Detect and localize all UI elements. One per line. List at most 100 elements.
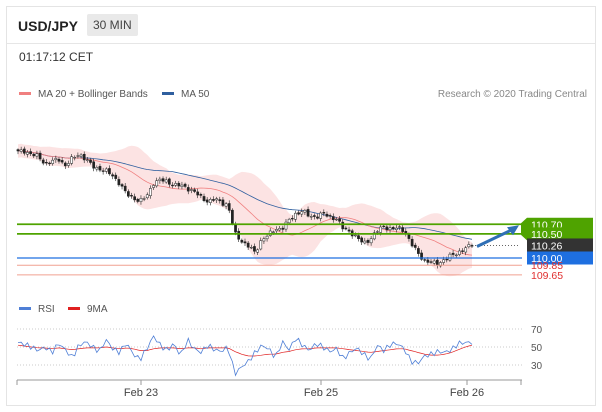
candle bbox=[240, 238, 244, 244]
candle bbox=[180, 181, 184, 190]
candle-body bbox=[73, 156, 77, 159]
candle bbox=[155, 177, 159, 188]
candle bbox=[57, 157, 61, 164]
candle bbox=[360, 236, 364, 245]
candle bbox=[325, 211, 329, 218]
candle-body bbox=[221, 199, 225, 206]
candle bbox=[183, 182, 187, 189]
candle-body bbox=[335, 218, 338, 221]
candle bbox=[385, 224, 389, 233]
candle bbox=[388, 224, 392, 233]
candle-body bbox=[417, 248, 420, 254]
candle bbox=[190, 186, 193, 194]
candle bbox=[309, 213, 313, 221]
legend-swatch-9ma bbox=[68, 307, 80, 310]
candle-body bbox=[60, 160, 64, 163]
candle-body bbox=[432, 260, 436, 264]
candle bbox=[26, 150, 29, 158]
resistance-label: 110.50 bbox=[531, 229, 562, 241]
candle bbox=[79, 153, 83, 159]
candle bbox=[331, 213, 335, 223]
candle bbox=[164, 176, 168, 184]
candle-body bbox=[76, 155, 80, 157]
candle bbox=[297, 210, 300, 216]
candle bbox=[294, 210, 297, 223]
price-level-110.50: 110.50 bbox=[17, 227, 593, 241]
candle-body bbox=[357, 235, 360, 240]
rsi-line bbox=[17, 335, 473, 377]
candle-body bbox=[208, 199, 212, 203]
candle bbox=[41, 157, 45, 166]
candle-body bbox=[111, 174, 114, 177]
candle bbox=[152, 184, 155, 191]
candle-body bbox=[205, 199, 209, 203]
candle bbox=[22, 146, 26, 156]
candle-body bbox=[451, 252, 455, 255]
support-label: 109.85 bbox=[531, 260, 563, 272]
candle bbox=[95, 165, 99, 172]
candle-body bbox=[70, 156, 73, 164]
candle bbox=[432, 258, 436, 266]
candle bbox=[401, 225, 404, 234]
candle-body bbox=[186, 187, 190, 192]
candle-body bbox=[215, 198, 218, 201]
chart-widget: USD/JPY 30 MIN 01:17:12 CET bbox=[6, 6, 596, 406]
candle bbox=[86, 156, 89, 163]
candle bbox=[126, 189, 130, 199]
legend-rsi-label: RSI bbox=[38, 304, 55, 315]
candle-body bbox=[319, 212, 323, 219]
candle bbox=[101, 167, 105, 175]
candle-body bbox=[322, 212, 326, 214]
candle bbox=[104, 167, 108, 174]
candle-body bbox=[454, 254, 458, 256]
candle-body bbox=[79, 154, 83, 157]
candle bbox=[73, 155, 77, 161]
candle-body bbox=[439, 262, 442, 267]
last-price-label: 110.26 bbox=[531, 240, 562, 252]
candle bbox=[29, 148, 32, 157]
candle-body bbox=[294, 212, 297, 220]
candle-body bbox=[101, 170, 105, 172]
candle bbox=[117, 176, 121, 187]
candle bbox=[199, 192, 203, 199]
candle-body bbox=[442, 259, 445, 263]
candle-body bbox=[426, 259, 430, 263]
candle-body bbox=[29, 151, 32, 155]
candle bbox=[108, 165, 111, 176]
candle bbox=[306, 206, 310, 218]
candle bbox=[174, 180, 177, 187]
candle bbox=[158, 176, 162, 184]
candle bbox=[63, 161, 67, 170]
candle-body bbox=[410, 238, 414, 247]
candle-body bbox=[256, 249, 259, 253]
candle-body bbox=[54, 158, 58, 161]
candle bbox=[161, 176, 165, 184]
price-level-109.65: 109.65 bbox=[17, 270, 563, 282]
candle bbox=[224, 202, 228, 210]
candle-body bbox=[388, 227, 392, 231]
candle-body bbox=[316, 216, 319, 219]
candle-body bbox=[331, 216, 335, 221]
candle-body bbox=[306, 209, 310, 217]
bollinger-band bbox=[18, 143, 472, 277]
candle-body bbox=[145, 194, 149, 199]
candle-body bbox=[262, 238, 266, 242]
candle-body bbox=[136, 198, 140, 202]
candle-body bbox=[369, 238, 373, 244]
candle bbox=[275, 226, 278, 234]
candle bbox=[316, 213, 319, 220]
last-price-tag bbox=[527, 238, 593, 253]
candle bbox=[413, 242, 417, 251]
candle bbox=[366, 238, 370, 246]
candle bbox=[19, 146, 23, 154]
candle-body bbox=[57, 158, 61, 162]
candle bbox=[171, 182, 174, 189]
rsi-level-label: 70 bbox=[531, 325, 543, 336]
candle-body bbox=[360, 237, 364, 243]
candle bbox=[139, 195, 143, 205]
candle-body bbox=[278, 228, 282, 231]
candle-body bbox=[63, 162, 67, 167]
timeframe-badge[interactable]: 30 MIN bbox=[87, 14, 138, 36]
